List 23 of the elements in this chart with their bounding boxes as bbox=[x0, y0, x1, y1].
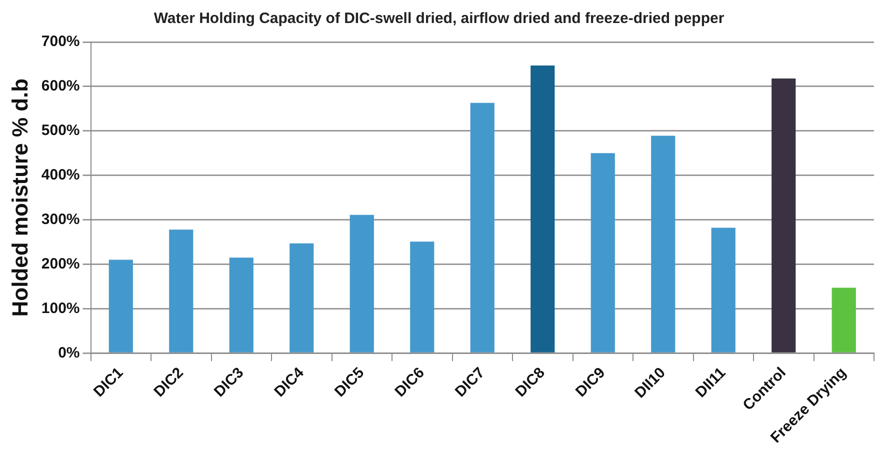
y-axis-title: Holded moisture % d.b bbox=[7, 78, 32, 317]
y-tick-label: 300% bbox=[41, 210, 80, 228]
bar bbox=[772, 78, 796, 352]
chart-title: Water Holding Capacity of DIC-swell dried, airflow dried and freeze-dried pepper bbox=[154, 10, 724, 28]
bar bbox=[229, 258, 254, 352]
y-tick-label: 200% bbox=[41, 255, 80, 272]
bar bbox=[470, 102, 494, 352]
y-tick-label: 700% bbox=[41, 33, 80, 50]
bar bbox=[590, 153, 615, 352]
bar bbox=[711, 228, 736, 352]
bar bbox=[108, 260, 133, 352]
y-tick-label: 600% bbox=[41, 78, 80, 95]
bar bbox=[530, 66, 555, 352]
y-tick-label: 400% bbox=[41, 166, 80, 184]
bar bbox=[410, 242, 434, 352]
bar bbox=[290, 243, 314, 352]
bar bbox=[832, 288, 856, 352]
y-tick-label: 500% bbox=[41, 122, 80, 140]
y-tick-label: 100% bbox=[41, 300, 80, 317]
bar bbox=[169, 230, 194, 352]
bar bbox=[651, 136, 676, 352]
bar bbox=[350, 214, 374, 352]
y-tick-label: 0% bbox=[58, 344, 80, 362]
